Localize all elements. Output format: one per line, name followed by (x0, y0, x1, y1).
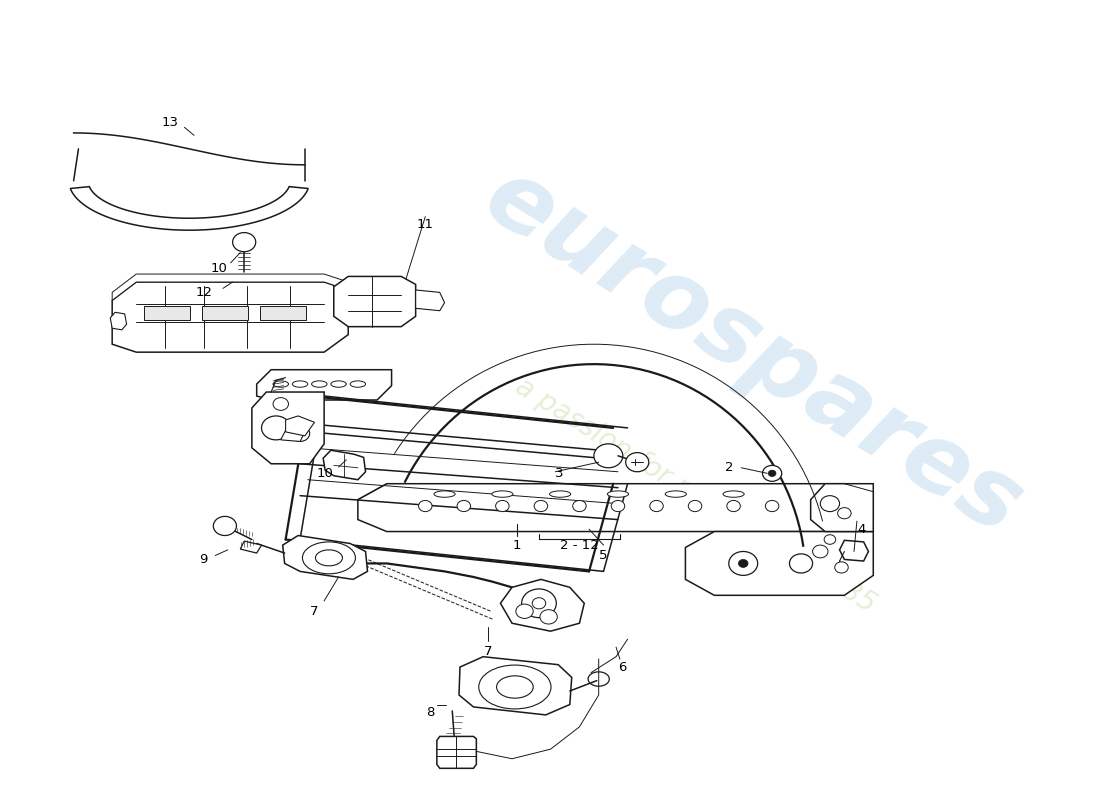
Polygon shape (323, 450, 365, 480)
Circle shape (594, 444, 623, 468)
Text: 7: 7 (484, 645, 492, 658)
Polygon shape (286, 416, 315, 436)
Text: 3: 3 (556, 467, 564, 480)
Polygon shape (839, 540, 869, 561)
Circle shape (727, 501, 740, 512)
Ellipse shape (311, 381, 327, 387)
Circle shape (532, 598, 546, 609)
Polygon shape (280, 430, 305, 442)
Circle shape (824, 534, 836, 544)
Polygon shape (252, 392, 324, 464)
Circle shape (762, 466, 782, 482)
Polygon shape (240, 541, 262, 553)
Ellipse shape (331, 381, 346, 387)
Polygon shape (112, 274, 349, 300)
Circle shape (232, 233, 255, 252)
Text: 9: 9 (199, 553, 208, 566)
Text: 10: 10 (211, 262, 228, 275)
Circle shape (273, 398, 288, 410)
Text: 7: 7 (310, 605, 319, 618)
Polygon shape (811, 484, 873, 531)
Circle shape (689, 501, 702, 512)
Polygon shape (260, 306, 306, 320)
Text: 5: 5 (600, 549, 608, 562)
Ellipse shape (723, 491, 745, 498)
Polygon shape (310, 424, 618, 460)
Circle shape (790, 554, 813, 573)
Circle shape (521, 589, 557, 618)
Polygon shape (333, 277, 416, 326)
Ellipse shape (350, 381, 365, 387)
Circle shape (835, 562, 848, 573)
Circle shape (837, 508, 851, 518)
Circle shape (262, 416, 290, 440)
Text: 4: 4 (858, 522, 866, 536)
Ellipse shape (492, 491, 513, 498)
Polygon shape (201, 306, 248, 320)
Circle shape (290, 426, 310, 442)
Circle shape (573, 501, 586, 512)
Text: 11: 11 (417, 218, 433, 231)
Ellipse shape (273, 381, 288, 387)
Circle shape (516, 604, 534, 618)
Circle shape (650, 501, 663, 512)
Polygon shape (358, 484, 873, 531)
Polygon shape (459, 657, 572, 715)
Polygon shape (256, 370, 392, 400)
Text: 12: 12 (195, 286, 212, 299)
Circle shape (458, 501, 471, 512)
Ellipse shape (293, 381, 308, 387)
Ellipse shape (666, 491, 686, 498)
Circle shape (535, 501, 548, 512)
Circle shape (821, 496, 839, 512)
Circle shape (768, 470, 776, 477)
Polygon shape (416, 290, 444, 310)
Polygon shape (500, 579, 584, 631)
Circle shape (766, 501, 779, 512)
Text: 6: 6 (618, 661, 627, 674)
Circle shape (213, 516, 236, 535)
Polygon shape (685, 531, 873, 595)
Circle shape (813, 545, 828, 558)
Circle shape (626, 453, 649, 472)
Circle shape (612, 501, 625, 512)
Polygon shape (110, 312, 126, 330)
Circle shape (496, 501, 509, 512)
Text: 1: 1 (513, 538, 521, 551)
Ellipse shape (550, 491, 571, 498)
Ellipse shape (434, 491, 455, 498)
Circle shape (729, 551, 758, 575)
Text: 2 - 12: 2 - 12 (560, 538, 598, 551)
Text: 10: 10 (317, 467, 333, 480)
Polygon shape (283, 535, 367, 579)
Text: a passion for parts since 1985: a passion for parts since 1985 (509, 373, 880, 618)
Text: 8: 8 (426, 706, 434, 719)
Polygon shape (70, 186, 308, 230)
Text: 13: 13 (162, 116, 178, 129)
Circle shape (738, 559, 748, 567)
Polygon shape (437, 737, 476, 768)
Circle shape (540, 610, 558, 624)
Polygon shape (144, 306, 190, 320)
Text: 2: 2 (725, 462, 733, 474)
Circle shape (418, 501, 432, 512)
Polygon shape (112, 282, 349, 352)
Text: eurospares: eurospares (468, 150, 1038, 554)
Ellipse shape (607, 491, 628, 498)
